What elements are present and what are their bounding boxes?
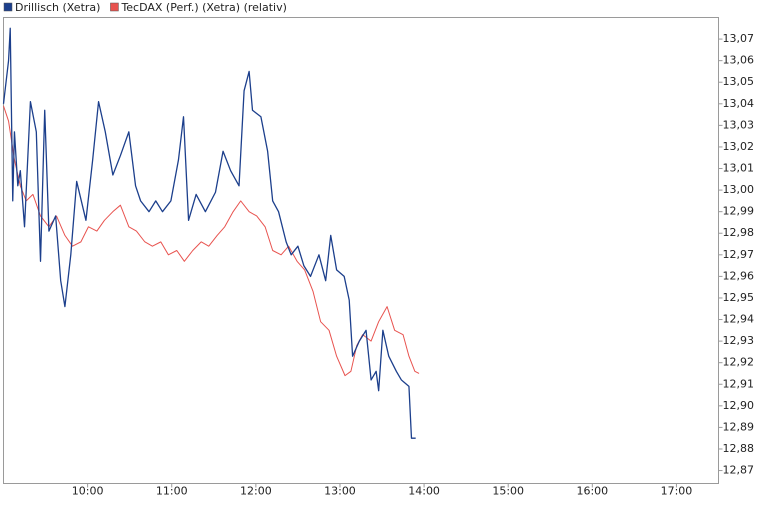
y-tick-label: 12,92 — [723, 356, 755, 369]
y-tick-label: 12,89 — [723, 420, 755, 433]
y-tick-label: 12,87 — [723, 464, 755, 477]
y-tick-label: 12,96 — [723, 269, 755, 282]
y-tick-label: 13,06 — [723, 54, 755, 67]
series-line — [2, 27, 416, 439]
y-tick-label: 13,04 — [723, 97, 755, 110]
legend-swatch — [110, 2, 119, 12]
y-tick-label: 12,94 — [723, 313, 755, 326]
y-tick-label: 12,99 — [723, 205, 755, 218]
y-tick-label: 12,90 — [723, 399, 755, 412]
x-tick-label: 11:00 — [156, 485, 188, 498]
y-tick-label: 12,98 — [723, 226, 755, 239]
y-tick-label: 13,03 — [723, 118, 755, 131]
y-tick-label: 12,97 — [723, 248, 755, 261]
series-line — [3, 105, 420, 377]
x-tick-label: 13:00 — [324, 485, 356, 498]
x-tick-label: 16:00 — [576, 485, 608, 498]
y-tick-label: 13,05 — [723, 75, 755, 88]
legend-swatch — [3, 2, 13, 12]
y-tick-label: 13,01 — [723, 162, 755, 175]
y-tick-label: 12,93 — [723, 334, 755, 347]
x-tick-label: 14:00 — [408, 485, 440, 498]
plot-frame — [3, 17, 719, 484]
x-tick-label: 12:00 — [240, 485, 272, 498]
y-tick-label: 12,88 — [723, 442, 755, 455]
x-tick-label: 15:00 — [492, 485, 524, 498]
y-tick-label: 13,02 — [723, 140, 755, 153]
y-tick-label: 13,07 — [723, 32, 755, 45]
x-tick-label: 10:00 — [72, 485, 104, 498]
legend-label: Drillisch (Xetra) — [15, 1, 100, 14]
y-tick-label: 13,00 — [723, 183, 755, 196]
legend-label: TecDAX (Perf.) (Xetra) (relativ) — [120, 1, 286, 14]
x-tick-label: 17:00 — [661, 485, 693, 498]
y-tick-label: 12,95 — [723, 291, 755, 304]
y-tick-label: 12,91 — [723, 377, 755, 390]
